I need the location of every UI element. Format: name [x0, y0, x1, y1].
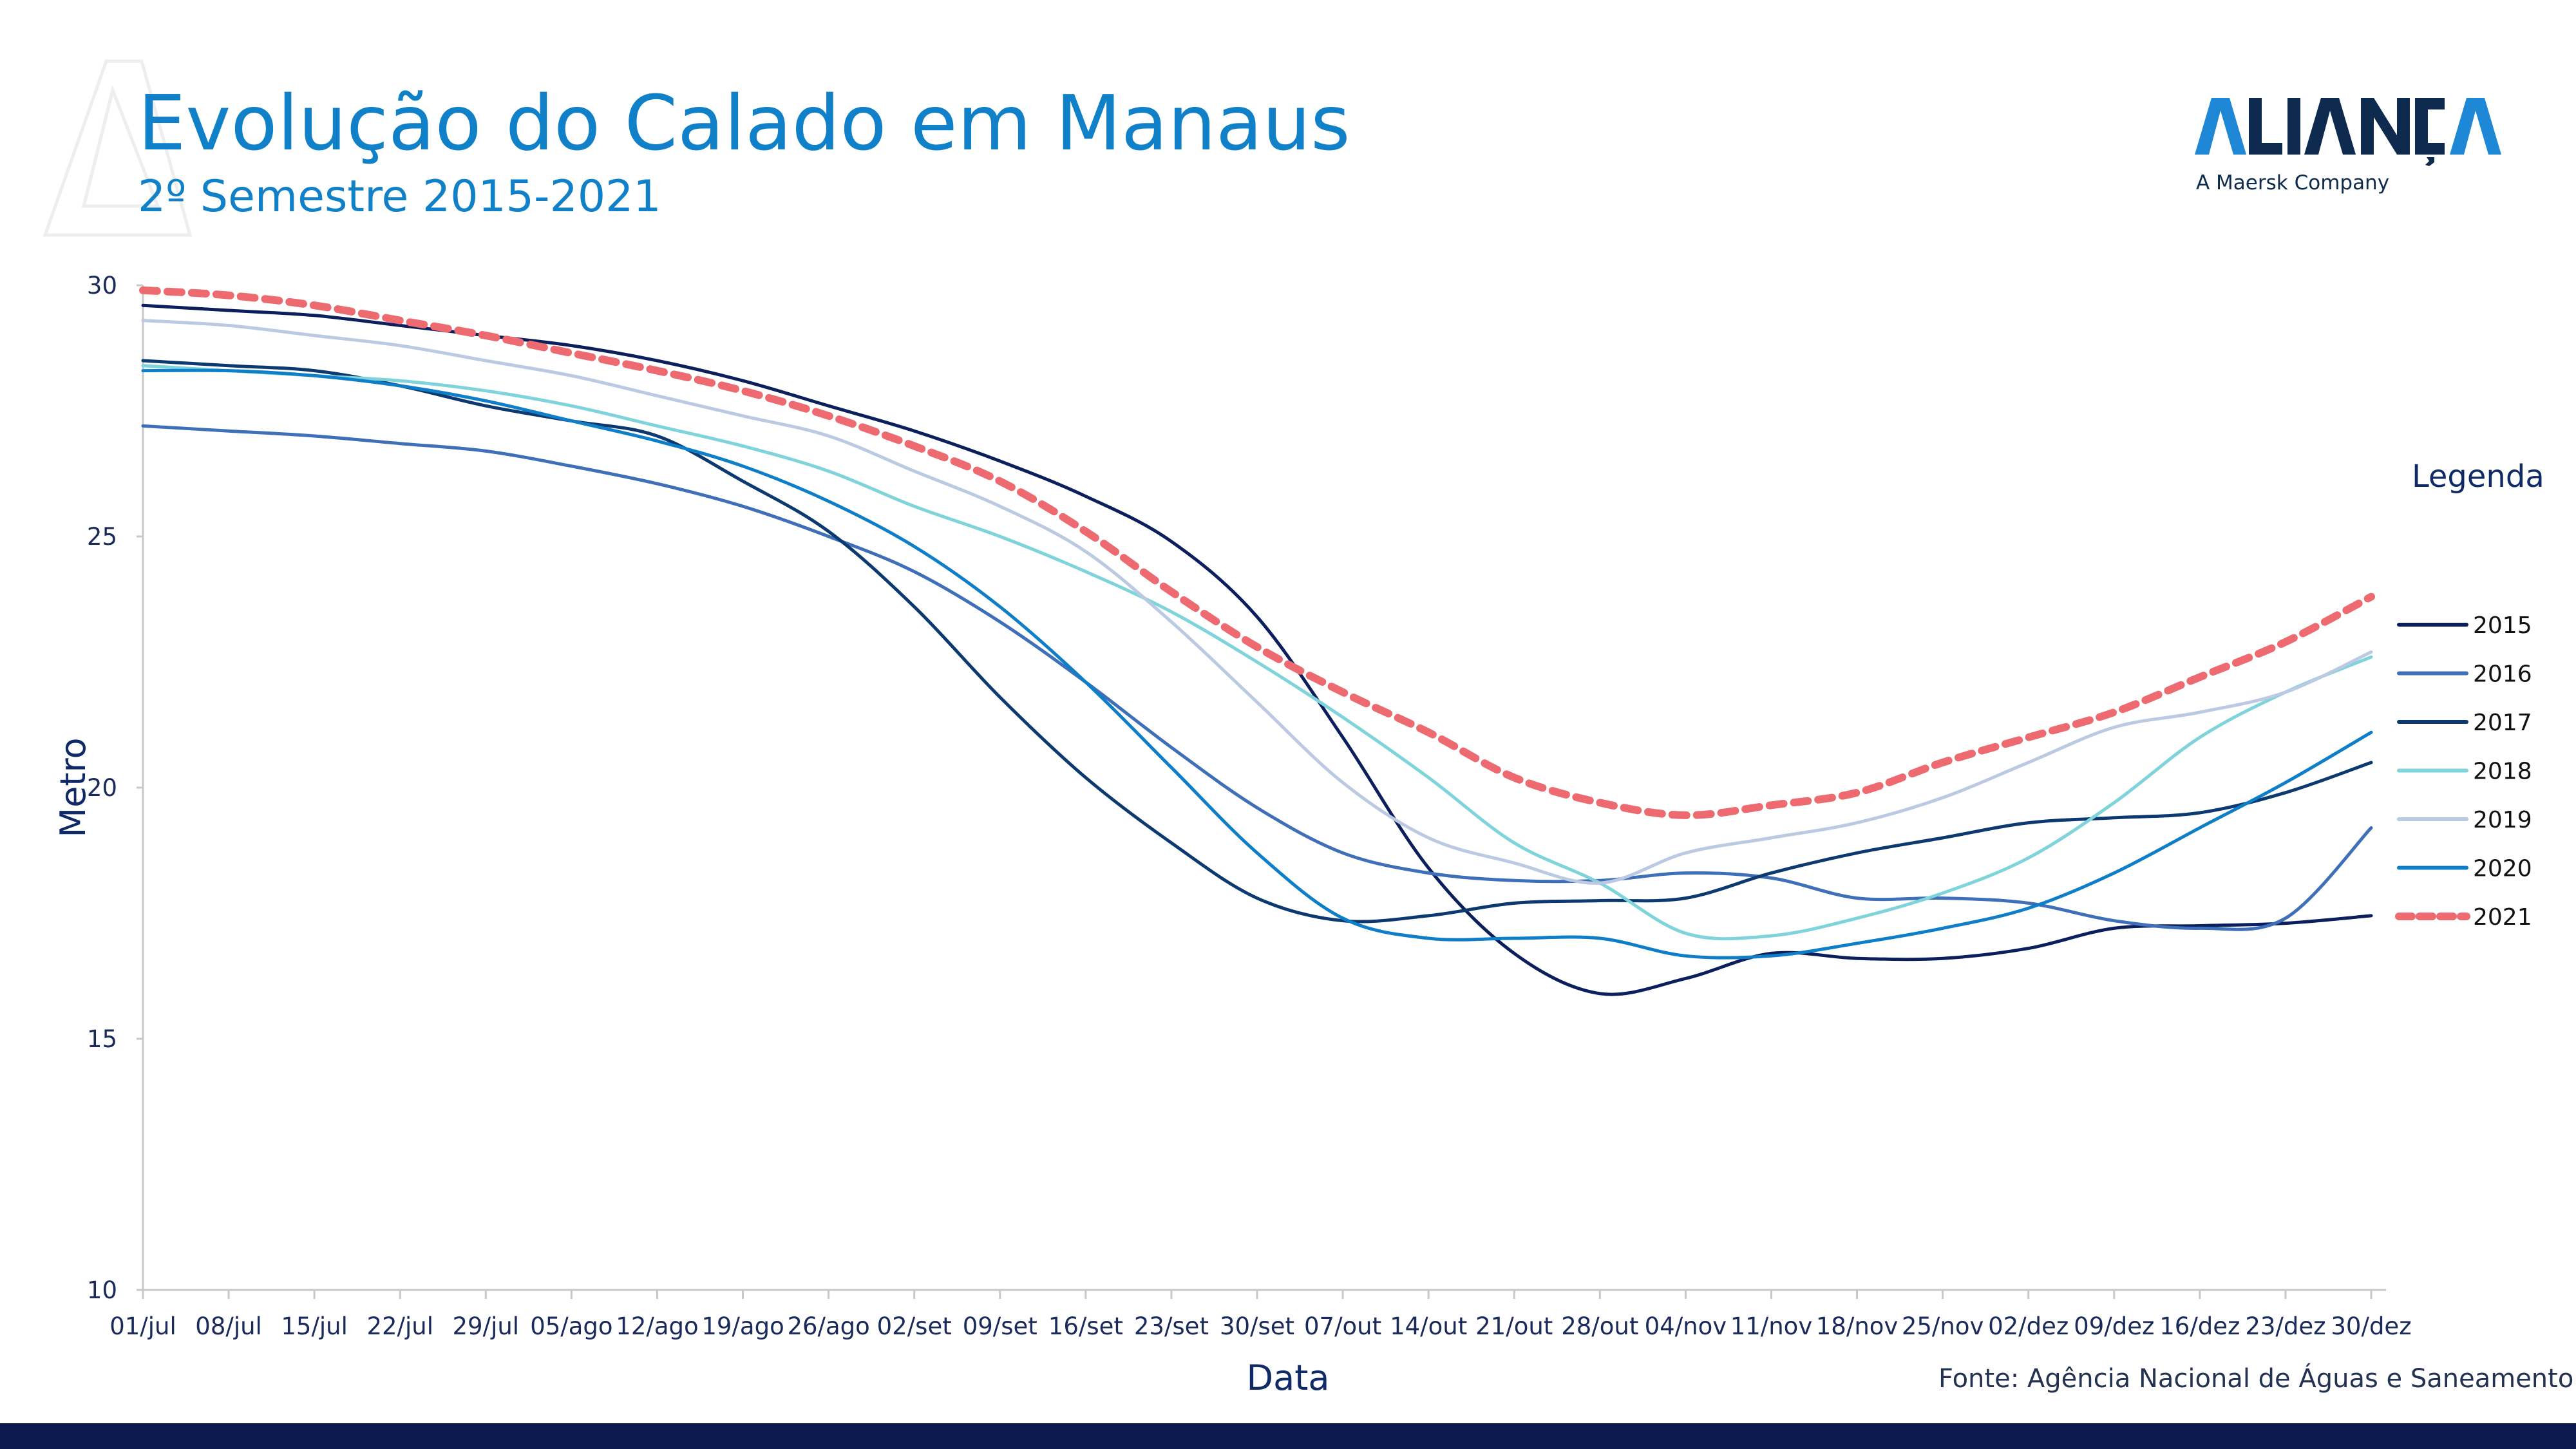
- x-tick-label: 07/out: [1304, 1312, 1381, 1340]
- legend-label-2021: 2021: [2473, 904, 2532, 931]
- y-tick-label: 30: [87, 272, 117, 299]
- x-tick-label: 28/out: [1561, 1312, 1638, 1340]
- legend-label-2016: 2016: [2473, 661, 2532, 688]
- series-line-2015: [141, 303, 2373, 996]
- x-tick-label: 23/set: [1134, 1312, 1209, 1340]
- x-tick-label: 12/ago: [616, 1312, 698, 1340]
- x-tick-label: 15/jul: [281, 1312, 348, 1340]
- legend-label-2018: 2018: [2473, 759, 2532, 785]
- footer-bar: [0, 1423, 2576, 1449]
- x-tick-label: 09/set: [963, 1312, 1037, 1340]
- x-tick-label: 01/jul: [109, 1312, 176, 1340]
- x-tick-label: 04/nov: [1645, 1312, 1727, 1340]
- series-line-2018: [141, 364, 2373, 941]
- legend-label-2017: 2017: [2473, 710, 2532, 736]
- y-tick-label: 20: [87, 774, 117, 802]
- x-tick-label: 26/ago: [787, 1312, 869, 1340]
- x-tick-label: 18/nov: [1816, 1312, 1899, 1340]
- legend-label-2020: 2020: [2473, 856, 2532, 882]
- y-tick-label: 15: [87, 1025, 117, 1053]
- y-tick-label: 25: [87, 523, 117, 551]
- x-tick-label: 25/nov: [1902, 1312, 1984, 1340]
- x-tick-label: 02/dez: [1988, 1312, 2069, 1340]
- y-tick-label: 10: [87, 1276, 117, 1304]
- x-tick-label: 05/ago: [530, 1312, 612, 1340]
- series-line-2020: [141, 368, 2373, 960]
- x-tick-label: 23/dez: [2245, 1312, 2325, 1340]
- x-tick-label: 30/set: [1220, 1312, 1294, 1340]
- x-axis-title: Data: [1247, 1358, 1330, 1398]
- x-tick-label: 21/out: [1475, 1312, 1553, 1340]
- x-tick-label: 02/set: [877, 1312, 952, 1340]
- source-note: Fonte: Agência Nacional de Águas e Sanea…: [1938, 1364, 2576, 1394]
- x-tick-label: 16/dez: [2159, 1312, 2240, 1340]
- x-tick-label: 14/out: [1390, 1312, 1467, 1340]
- x-tick-label: 19/ago: [701, 1312, 784, 1340]
- series-line-2017: [141, 359, 2373, 923]
- x-tick-label: 29/jul: [453, 1312, 520, 1340]
- legend-label-2019: 2019: [2473, 807, 2532, 833]
- series-line-2021: [139, 286, 2375, 819]
- x-tick-label: 30/dez: [2331, 1312, 2411, 1340]
- series-line-2019: [141, 319, 2373, 885]
- legend-title: Legenda: [2412, 459, 2544, 495]
- x-tick-label: 11/nov: [1730, 1312, 1813, 1340]
- logo-tagline: A Maersk Company: [2196, 171, 2390, 194]
- series-line-2016: [141, 424, 2373, 931]
- legend-label-2015: 2015: [2473, 612, 2532, 639]
- x-tick-label: 16/set: [1048, 1312, 1123, 1340]
- alianca-logo: [2195, 98, 2501, 166]
- page-title: Evolução do Calado em Manaus: [138, 79, 1350, 167]
- background-a-outline: [43, 59, 193, 237]
- x-tick-label: 09/dez: [2074, 1312, 2154, 1340]
- x-tick-label: 08/jul: [195, 1312, 262, 1340]
- page-subtitle: 2º Semestre 2015-2021: [138, 171, 661, 222]
- x-tick-label: 22/jul: [366, 1312, 433, 1340]
- alianca-logo-lettermark: [2195, 98, 2501, 166]
- y-axis-title: Metro: [53, 737, 93, 837]
